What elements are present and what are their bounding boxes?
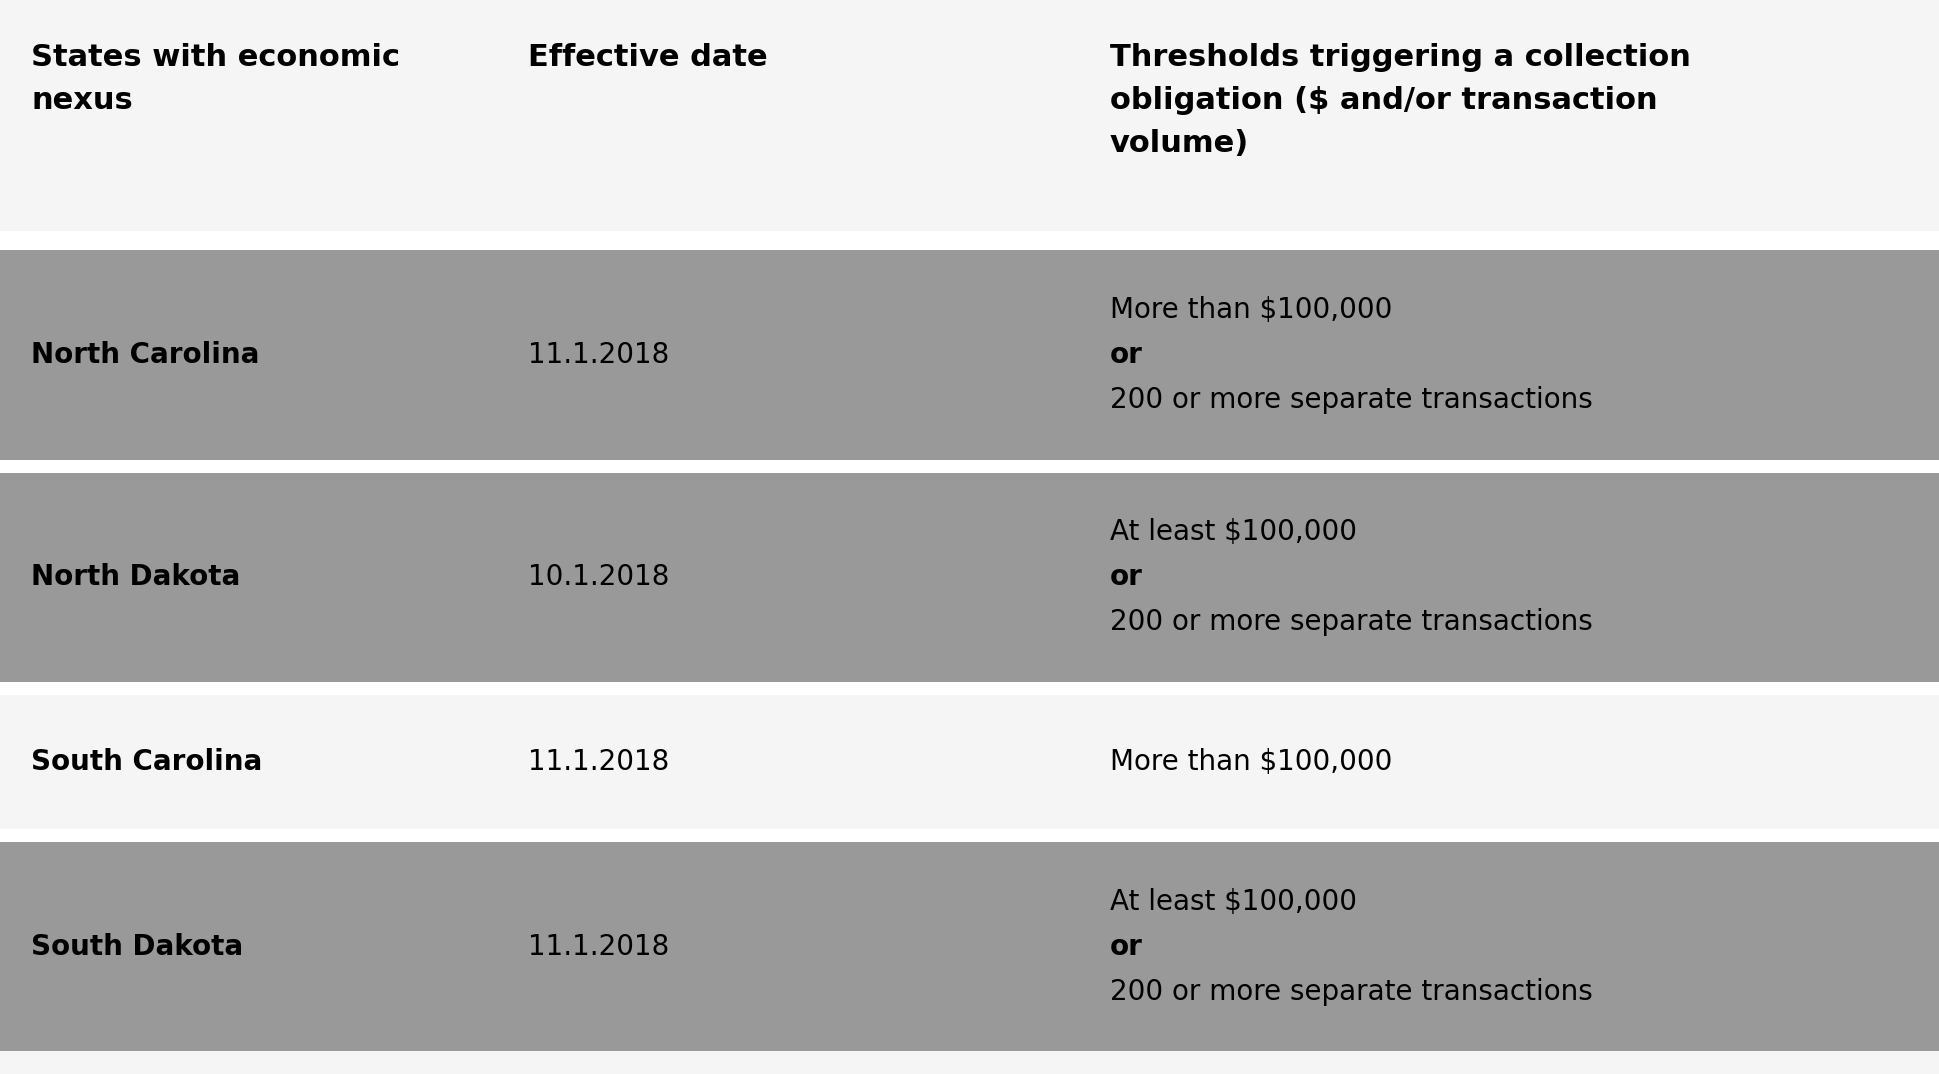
Text: 200 or more separate transactions: 200 or more separate transactions [1109, 977, 1592, 1006]
Text: obligation ($ and/or transaction: obligation ($ and/or transaction [1109, 86, 1656, 115]
Text: 11.1.2018: 11.1.2018 [527, 340, 669, 369]
Bar [0, 460, 1939, 473]
Text: 10.1.2018: 10.1.2018 [527, 563, 669, 592]
Text: More than $100,000: More than $100,000 [1109, 295, 1392, 324]
Bar [0, 250, 1939, 460]
Bar [0, 829, 1939, 842]
Text: States with economic: States with economic [31, 43, 399, 72]
Bar [0, 0, 1939, 231]
Bar [0, 842, 1939, 1051]
Bar [0, 682, 1939, 695]
Text: 200 or more separate transactions: 200 or more separate transactions [1109, 608, 1592, 637]
Text: At least $100,000: At least $100,000 [1109, 887, 1355, 916]
Text: volume): volume) [1109, 129, 1249, 158]
Bar [0, 231, 1939, 250]
Bar [0, 473, 1939, 682]
Text: or: or [1109, 563, 1142, 592]
Text: At least $100,000: At least $100,000 [1109, 518, 1355, 547]
Text: nexus: nexus [31, 86, 132, 115]
Text: 200 or more separate transactions: 200 or more separate transactions [1109, 386, 1592, 415]
Bar [0, 695, 1939, 829]
Text: or: or [1109, 932, 1142, 961]
Text: Effective date: Effective date [527, 43, 768, 72]
Text: North Carolina: North Carolina [31, 340, 260, 369]
Text: More than $100,000: More than $100,000 [1109, 748, 1392, 777]
Text: Thresholds triggering a collection: Thresholds triggering a collection [1109, 43, 1689, 72]
Text: or: or [1109, 340, 1142, 369]
Text: North Dakota: North Dakota [31, 563, 240, 592]
Text: South Dakota: South Dakota [31, 932, 242, 961]
Text: 11.1.2018: 11.1.2018 [527, 932, 669, 961]
Text: South Carolina: South Carolina [31, 748, 262, 777]
Text: 11.1.2018: 11.1.2018 [527, 748, 669, 777]
